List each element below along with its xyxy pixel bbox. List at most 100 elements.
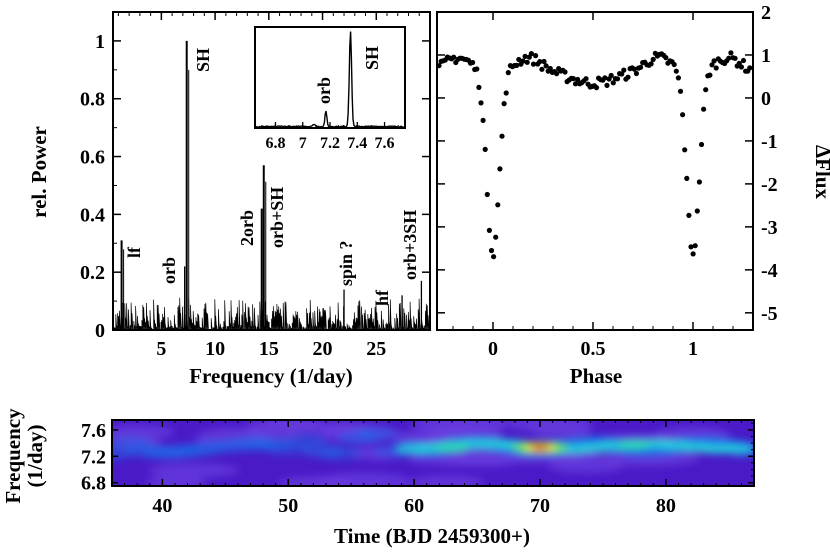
inset-xtick-label: 7.2 bbox=[320, 135, 340, 152]
inset-label-SH: SH bbox=[362, 46, 382, 70]
lc-point bbox=[726, 55, 732, 61]
lc-point bbox=[709, 62, 715, 68]
lc-point bbox=[673, 68, 679, 74]
annotation-orb-SH: orb+SH bbox=[267, 187, 287, 248]
ytick-label: 1 bbox=[95, 31, 105, 53]
annotation-lf: lf bbox=[124, 246, 144, 258]
lc-ytick-label: -3 bbox=[761, 217, 778, 239]
lc-point bbox=[493, 234, 499, 240]
lc-point bbox=[480, 117, 486, 123]
lc-point bbox=[650, 56, 656, 63]
lc-point bbox=[478, 100, 484, 106]
xtick-label: 25 bbox=[366, 338, 386, 360]
lc-point bbox=[728, 50, 734, 56]
lc-point bbox=[516, 56, 522, 63]
lc-point bbox=[696, 179, 703, 185]
dyn-ylabel-line2: (1/day) bbox=[23, 424, 47, 487]
lc-point bbox=[621, 67, 627, 73]
lc-point bbox=[703, 87, 709, 93]
lc-point bbox=[476, 84, 482, 90]
lc-point bbox=[499, 133, 505, 139]
heat-peak-red bbox=[531, 444, 549, 451]
lc-point bbox=[470, 59, 476, 66]
lc-point bbox=[482, 146, 488, 152]
lc-point bbox=[707, 72, 713, 78]
lc-point bbox=[648, 61, 654, 67]
annotation-2orb: 2orb bbox=[237, 210, 257, 246]
lc-point bbox=[686, 212, 692, 218]
lc-point bbox=[495, 202, 501, 208]
lc-point bbox=[593, 85, 600, 91]
lc-point bbox=[625, 74, 631, 80]
lc-point bbox=[484, 191, 490, 198]
lc-point bbox=[554, 71, 560, 77]
lc-point bbox=[638, 64, 644, 70]
inset-xtick-label: 6.8 bbox=[265, 135, 285, 152]
lc-point bbox=[537, 59, 543, 65]
lc-point bbox=[524, 59, 530, 65]
periodogram-xlabel: Frequency (1/day) bbox=[189, 364, 353, 388]
xtick-label: 15 bbox=[259, 338, 279, 360]
lc-xtick-label: 1 bbox=[688, 338, 698, 360]
lc-point bbox=[547, 65, 553, 72]
heatmap-content bbox=[112, 420, 754, 486]
lc-point bbox=[575, 76, 581, 83]
annotation-orb: orb bbox=[159, 257, 179, 284]
lc-ytick-label: 2 bbox=[761, 2, 771, 24]
lightcurve-xlabel: Phase bbox=[570, 364, 623, 388]
heat-ridge bbox=[354, 426, 399, 441]
lc-point bbox=[671, 61, 677, 68]
dyn-xtick-label: 80 bbox=[656, 495, 676, 517]
lc-ytick-label: -2 bbox=[761, 174, 778, 196]
ytick-label: 0.4 bbox=[80, 204, 105, 226]
lc-point bbox=[602, 75, 608, 81]
lc-point bbox=[614, 76, 621, 82]
periodogram-frame bbox=[112, 11, 431, 331]
lc-point bbox=[533, 53, 539, 59]
dynamic-frame bbox=[111, 419, 755, 487]
ytick-label: 0 bbox=[95, 320, 105, 342]
lc-point bbox=[530, 61, 537, 67]
lc-xtick-label: 0.5 bbox=[581, 338, 606, 360]
lc-point bbox=[541, 58, 547, 65]
inset-plot: orb SH bbox=[255, 31, 404, 129]
lc-point bbox=[740, 57, 747, 64]
inset-ticks: 6.8 7 7.2 7.4 7.6 bbox=[261, 122, 399, 152]
dynamic-ticks: 40 50 60 70 80 7.6 7.2 6.8 bbox=[81, 420, 754, 517]
lc-ytick-label: 0 bbox=[761, 88, 771, 110]
heatmap-blobs bbox=[112, 420, 754, 486]
inset-label-orb: orb bbox=[314, 77, 334, 104]
lc-point bbox=[608, 72, 614, 79]
lc-point bbox=[539, 66, 545, 72]
dynamic-heatmap bbox=[112, 420, 754, 486]
lc-point bbox=[474, 66, 480, 72]
lightcurve-ylabel: ΔFlux bbox=[811, 145, 830, 200]
lightcurve-frame bbox=[436, 11, 754, 331]
lc-point bbox=[713, 65, 719, 71]
lc-point bbox=[497, 166, 503, 172]
lc-point bbox=[694, 208, 700, 214]
ytick-label: 0.2 bbox=[80, 262, 105, 284]
dyn-ytick-label: 7.2 bbox=[81, 446, 106, 468]
heat-ridge bbox=[283, 433, 328, 448]
lc-point bbox=[677, 88, 684, 94]
lc-point bbox=[619, 71, 625, 77]
lc-point bbox=[747, 65, 753, 71]
lc-point bbox=[543, 63, 549, 69]
lc-point bbox=[501, 101, 507, 107]
lc-point bbox=[570, 76, 577, 82]
lightcurve-ticks: 0 0.5 1 2 1 0 -1 -2 -3 -4 -5 bbox=[437, 2, 778, 360]
annotation-hf: hf bbox=[372, 289, 392, 306]
inset-xtick-label: 7.6 bbox=[375, 135, 395, 152]
inset-xtick-label: 7 bbox=[299, 135, 307, 152]
lc-point bbox=[486, 227, 492, 233]
periodogram-ticks: 5 10 15 20 25 0 0.2 0.4 0.6 0.8 1 bbox=[80, 11, 430, 360]
lc-point bbox=[698, 141, 705, 148]
heat-ridge-cyan bbox=[718, 443, 754, 454]
dynamic-xlabel: Time (BJD 2459300+) bbox=[334, 524, 530, 548]
heat-blob-purple bbox=[599, 451, 699, 466]
lc-ytick-label: -1 bbox=[761, 131, 778, 153]
xtick-label: 5 bbox=[156, 338, 166, 360]
lc-point bbox=[701, 106, 707, 112]
